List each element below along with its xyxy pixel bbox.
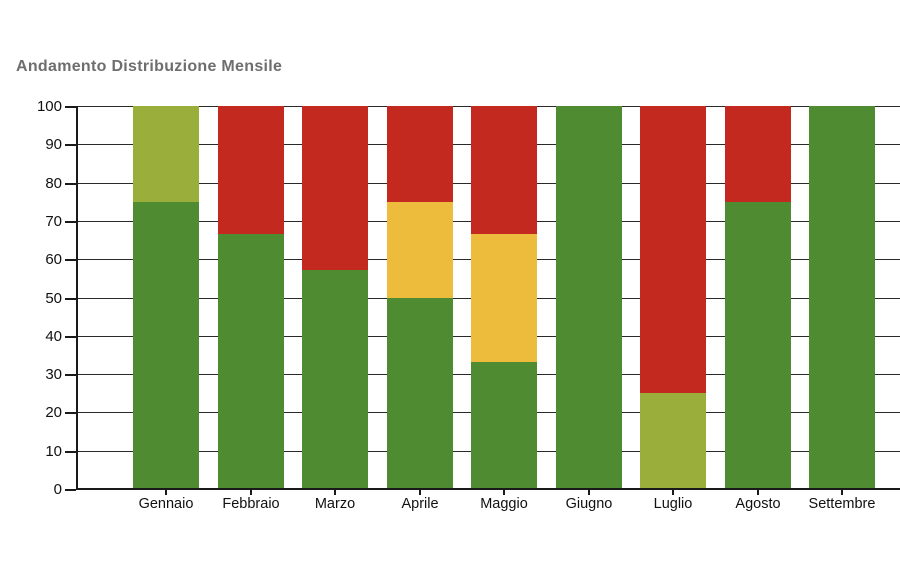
bar-segment	[471, 106, 537, 234]
x-tick	[250, 490, 252, 495]
chart-title: Andamento Distribuzione Mensile	[16, 58, 283, 75]
y-axis-label: 90	[45, 136, 62, 153]
y-axis-label: 40	[45, 328, 62, 345]
y-axis-label: 30	[45, 366, 62, 383]
x-axis-label: Aprile	[401, 496, 439, 512]
x-tick	[757, 490, 759, 495]
y-tick	[65, 336, 76, 338]
bar-segment	[218, 106, 284, 234]
y-axis-label: 50	[45, 290, 62, 307]
x-axis-label: Maggio	[480, 496, 528, 512]
x-axis-line	[76, 488, 900, 490]
x-axis-label: Settembre	[808, 496, 876, 512]
x-axis-label: Gennaio	[138, 496, 194, 512]
bar-segment	[218, 233, 284, 489]
x-tick	[165, 490, 167, 495]
y-tick	[65, 106, 76, 108]
bar-segment	[809, 106, 875, 489]
x-tick	[841, 490, 843, 495]
bar-segment	[725, 201, 791, 489]
x-tick	[334, 490, 336, 495]
x-axis-label: Agosto	[735, 496, 781, 512]
y-tick	[65, 183, 76, 185]
y-tick	[65, 221, 76, 223]
y-axis-label: 20	[45, 404, 62, 421]
bar-segment	[556, 106, 622, 489]
bar-segment	[133, 201, 199, 489]
y-tick	[65, 374, 76, 376]
y-axis-label: 100	[36, 98, 62, 115]
y-axis-label: 0	[53, 481, 62, 498]
bar-segment	[640, 105, 706, 394]
bar-segment	[725, 105, 791, 202]
y-axis-label: 70	[45, 213, 62, 230]
y-tick	[65, 451, 76, 453]
bar-segment	[471, 361, 537, 489]
y-axis-label: 60	[45, 251, 62, 268]
x-tick	[419, 490, 421, 495]
y-tick	[65, 144, 76, 146]
y-axis-label: 80	[45, 175, 62, 192]
y-axis-line	[76, 106, 78, 490]
y-tick	[65, 489, 76, 491]
x-axis-label: Giugno	[565, 496, 613, 512]
x-axis-label: Luglio	[653, 496, 693, 512]
y-tick	[65, 298, 76, 300]
bar-segment	[387, 297, 453, 489]
bar-segment	[471, 233, 537, 362]
bar-segment	[387, 105, 453, 202]
x-tick	[588, 490, 590, 495]
x-axis-label: Marzo	[314, 496, 356, 512]
x-tick	[672, 490, 674, 495]
y-tick	[65, 412, 76, 414]
bar-segment	[640, 393, 706, 489]
x-axis-label: Febbraio	[222, 496, 280, 512]
y-tick	[65, 259, 76, 261]
x-tick	[503, 490, 505, 495]
y-axis-label: 10	[45, 443, 62, 460]
bar-segment	[302, 270, 368, 489]
bar-segment	[302, 106, 368, 271]
bar-segment	[387, 201, 453, 298]
plot-area	[78, 105, 900, 489]
bar-segment	[133, 105, 199, 202]
